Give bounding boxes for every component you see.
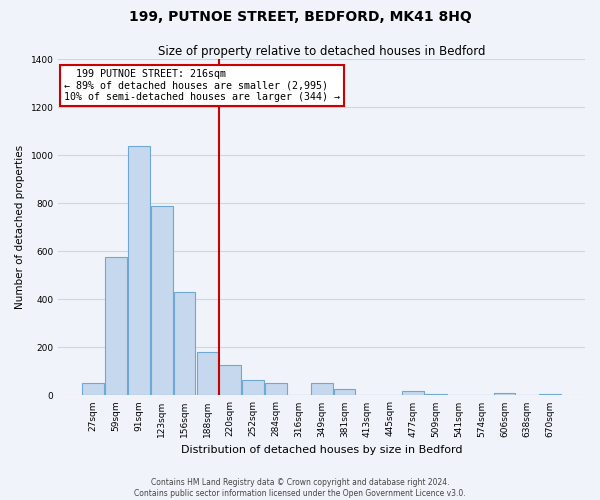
Bar <box>82 384 104 396</box>
Bar <box>220 366 241 396</box>
Bar <box>425 394 447 396</box>
Bar <box>105 256 127 396</box>
Bar <box>494 393 515 396</box>
Text: 199, PUTNOE STREET, BEDFORD, MK41 8HQ: 199, PUTNOE STREET, BEDFORD, MK41 8HQ <box>128 10 472 24</box>
Text: 199 PUTNOE STREET: 216sqm  
← 89% of detached houses are smaller (2,995)
10% of : 199 PUTNOE STREET: 216sqm ← 89% of detac… <box>64 70 340 102</box>
Bar <box>265 384 287 396</box>
X-axis label: Distribution of detached houses by size in Bedford: Distribution of detached houses by size … <box>181 445 463 455</box>
Bar <box>334 390 355 396</box>
Bar <box>128 146 150 396</box>
Bar <box>197 352 218 396</box>
Bar <box>311 384 332 396</box>
Bar <box>539 394 561 396</box>
Bar <box>174 292 196 396</box>
Bar <box>402 390 424 396</box>
Bar <box>242 380 264 396</box>
Bar <box>151 206 173 396</box>
Y-axis label: Number of detached properties: Number of detached properties <box>15 145 25 310</box>
Title: Size of property relative to detached houses in Bedford: Size of property relative to detached ho… <box>158 45 485 58</box>
Text: Contains HM Land Registry data © Crown copyright and database right 2024.
Contai: Contains HM Land Registry data © Crown c… <box>134 478 466 498</box>
